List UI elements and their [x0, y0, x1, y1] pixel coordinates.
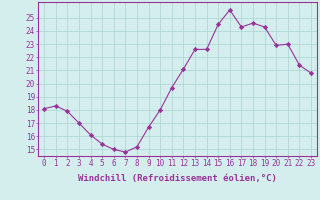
- X-axis label: Windchill (Refroidissement éolien,°C): Windchill (Refroidissement éolien,°C): [78, 174, 277, 183]
